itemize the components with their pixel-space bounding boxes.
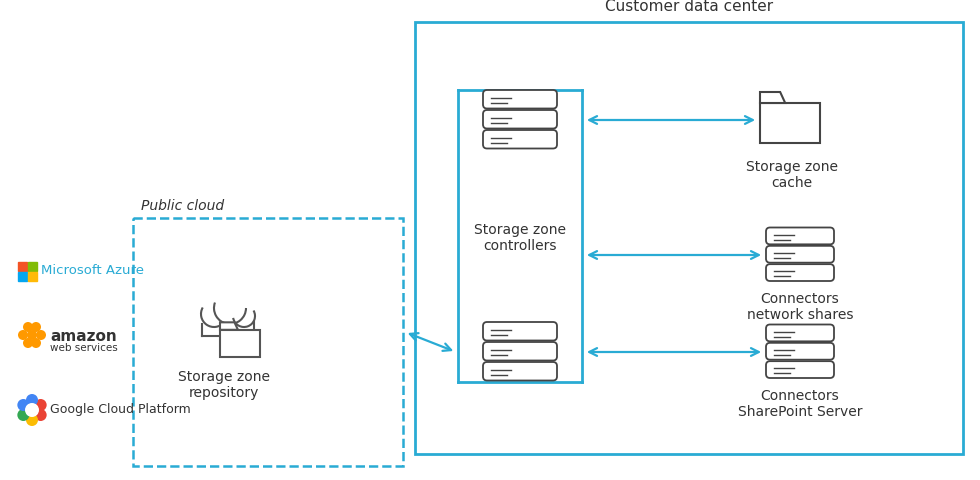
FancyBboxPatch shape <box>483 362 557 381</box>
Bar <box>28 272 37 281</box>
Text: web services: web services <box>50 343 118 353</box>
Ellipse shape <box>202 315 254 337</box>
Bar <box>28 262 37 271</box>
Circle shape <box>31 338 41 348</box>
Text: Storage zone
controllers: Storage zone controllers <box>474 223 566 253</box>
Circle shape <box>214 292 246 324</box>
Circle shape <box>27 330 37 340</box>
Bar <box>133 218 403 466</box>
FancyBboxPatch shape <box>766 246 834 263</box>
Circle shape <box>31 322 41 332</box>
Polygon shape <box>220 323 238 330</box>
Circle shape <box>26 414 38 426</box>
Circle shape <box>233 305 255 327</box>
Circle shape <box>26 394 38 406</box>
FancyBboxPatch shape <box>483 322 557 340</box>
FancyBboxPatch shape <box>766 343 834 360</box>
Polygon shape <box>760 92 785 103</box>
Circle shape <box>34 409 47 421</box>
Bar <box>18 272 27 281</box>
Bar <box>18 262 27 271</box>
Text: Connectors
SharePoint Server: Connectors SharePoint Server <box>738 389 862 419</box>
Text: Public cloud: Public cloud <box>141 199 224 213</box>
FancyBboxPatch shape <box>766 228 834 244</box>
FancyBboxPatch shape <box>483 90 557 108</box>
Circle shape <box>18 399 29 411</box>
Circle shape <box>34 399 47 411</box>
Circle shape <box>201 301 227 327</box>
FancyBboxPatch shape <box>483 130 557 148</box>
Text: amazon: amazon <box>50 329 117 344</box>
Text: Storage zone
cache: Storage zone cache <box>746 160 838 190</box>
FancyBboxPatch shape <box>766 264 834 281</box>
Polygon shape <box>760 103 820 143</box>
Text: Storage zone
repository: Storage zone repository <box>178 370 270 400</box>
Circle shape <box>25 403 39 417</box>
Circle shape <box>18 409 29 421</box>
Text: Google Cloud Platform: Google Cloud Platform <box>50 404 191 417</box>
FancyBboxPatch shape <box>766 361 834 378</box>
Text: Connectors
network shares: Connectors network shares <box>747 292 854 322</box>
FancyBboxPatch shape <box>766 324 834 341</box>
Circle shape <box>36 330 46 340</box>
FancyBboxPatch shape <box>483 110 557 129</box>
FancyBboxPatch shape <box>483 342 557 360</box>
Bar <box>415 22 963 454</box>
Polygon shape <box>220 330 260 357</box>
Text: Microsoft Azure: Microsoft Azure <box>41 264 144 277</box>
Circle shape <box>23 338 33 348</box>
Text: Customer data center: Customer data center <box>605 0 773 14</box>
Circle shape <box>18 330 28 340</box>
Circle shape <box>23 322 33 332</box>
